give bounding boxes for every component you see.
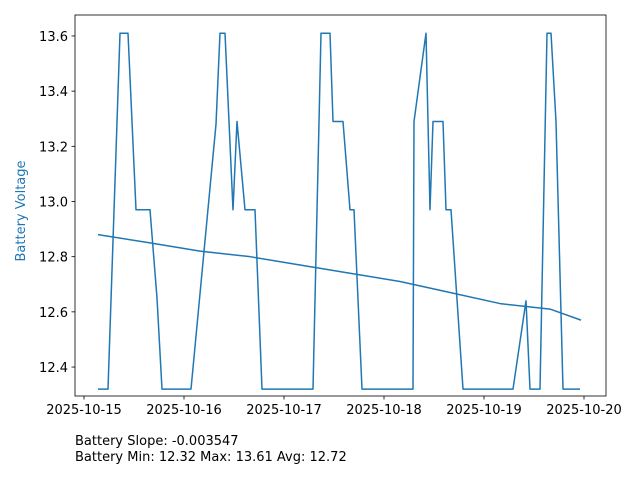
y-tick-label: 13.2 [39,140,68,155]
x-tick-label: 2025-10-15 [46,403,122,418]
y-tick-label: 13.4 [39,85,68,100]
annotation: Battery Min: 12.32 Max: 13.61 Avg: 12.72 [75,450,347,465]
x-tick-label: 2025-10-16 [146,403,222,418]
y-axis-label: Battery Voltage [14,160,29,261]
y-tick-label: 12.4 [39,361,68,376]
x-tick-label: 2025-10-20 [546,403,622,418]
y-tick-label: 13.0 [39,195,68,210]
axes-frame [74,14,607,397]
x-tick-label: 2025-10-18 [346,403,422,418]
annotation: Battery Slope: -0.003547 [75,434,239,449]
y-tick-label: 12.8 [39,251,68,266]
y-tick-label: 12.6 [39,306,68,321]
x-tick-label: 2025-10-17 [246,403,322,418]
data-line [98,32,580,390]
data-line [97,233,582,321]
x-tick-label: 2025-10-19 [446,403,522,418]
y-tick-label: 13.6 [39,30,68,45]
